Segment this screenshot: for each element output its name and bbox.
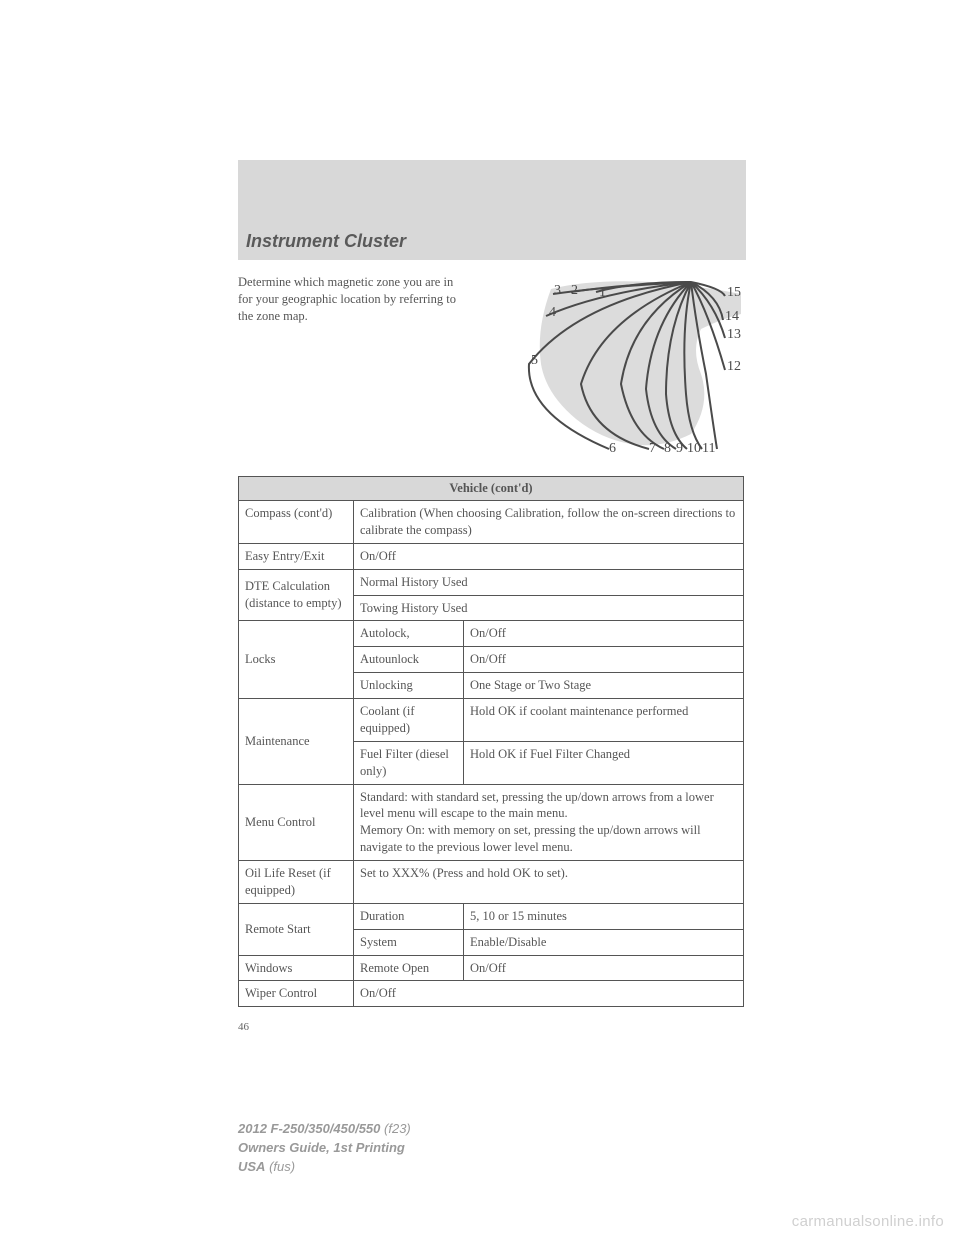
table-cell: Maintenance — [239, 699, 354, 785]
table-row: Easy Entry/ExitOn/Off — [239, 543, 744, 569]
table-cell: Menu Control — [239, 784, 354, 861]
footer-region: USA — [238, 1159, 265, 1174]
table-cell: Coolant (if equipped) — [354, 699, 464, 742]
table-cell: Locks — [239, 621, 354, 699]
doc-footer: 2012 F-250/350/450/550 (f23) Owners Guid… — [238, 1120, 411, 1177]
table-cell: 5, 10 or 15 minutes — [464, 903, 744, 929]
table-header: Vehicle (cont'd) — [239, 477, 744, 501]
table-cell: One Stage or Two Stage — [464, 673, 744, 699]
table-cell: On/Off — [464, 647, 744, 673]
footer-line-1: 2012 F-250/350/450/550 (f23) — [238, 1120, 411, 1139]
table-cell: Hold OK if Fuel Filter Changed — [464, 741, 744, 784]
table-cell: Compass (cont'd) — [239, 501, 354, 544]
zone-label: 13 — [727, 327, 741, 342]
zone-label: 4 — [549, 305, 556, 320]
intro-paragraph: Determine which magnetic zone you are in… — [238, 274, 468, 464]
footer-line-3: USA (fus) — [238, 1158, 411, 1177]
zone-label: 14 — [725, 309, 739, 324]
table-cell: Enable/Disable — [464, 929, 744, 955]
intro-row: Determine which magnetic zone you are in… — [238, 274, 746, 464]
table-row: DTE Calculation (distance to empty)Norma… — [239, 569, 744, 595]
footer-code2: (fus) — [269, 1159, 295, 1174]
table-cell: Windows — [239, 955, 354, 981]
zone-label: 3 — [554, 283, 561, 298]
table-cell: Autounlock — [354, 647, 464, 673]
table-row: Oil Life Reset (if equipped)Set to XXX% … — [239, 861, 744, 904]
zone-label: 8 — [664, 441, 671, 456]
zone-label: 11 — [702, 441, 715, 456]
table-row: Compass (cont'd)Calibration (When choosi… — [239, 501, 744, 544]
zone-label: 15 — [727, 285, 741, 300]
table-row: LocksAutolock,On/Off — [239, 621, 744, 647]
zone-label: 2 — [571, 283, 578, 298]
table-cell: On/Off — [464, 955, 744, 981]
table-row: Wiper ControlOn/Off — [239, 981, 744, 1007]
settings-table-wrap: Vehicle (cont'd) Compass (cont'd)Calibra… — [238, 476, 746, 1007]
zone-map-wrap: 123456789101112131415 — [478, 274, 746, 464]
table-cell: Remote Start — [239, 903, 354, 955]
footer-line-2: Owners Guide, 1st Printing — [238, 1139, 411, 1158]
table-cell: Normal History Used — [354, 569, 744, 595]
table-cell: Autolock, — [354, 621, 464, 647]
zone-label: 5 — [531, 353, 538, 368]
table-cell: Easy Entry/Exit — [239, 543, 354, 569]
table-row: Menu ControlStandard: with standard set,… — [239, 784, 744, 861]
zone-label: 1 — [599, 285, 606, 300]
table-cell: Remote Open — [354, 955, 464, 981]
table-cell: Duration — [354, 903, 464, 929]
footer-model: 2012 F-250/350/450/550 — [238, 1121, 380, 1136]
table-row: Remote StartDuration5, 10 or 15 minutes — [239, 903, 744, 929]
table-cell: Standard: with standard set, pressing th… — [354, 784, 744, 861]
table-cell: Fuel Filter (diesel only) — [354, 741, 464, 784]
page-content: Instrument Cluster Determine which magne… — [238, 160, 746, 1033]
zone-label: 12 — [727, 359, 741, 374]
section-header-bar: Instrument Cluster — [238, 160, 746, 260]
zone-label: 9 — [676, 441, 683, 456]
table-row: WindowsRemote OpenOn/Off — [239, 955, 744, 981]
watermark-text: carmanualsonline.info — [792, 1213, 944, 1230]
table-cell: DTE Calculation (distance to empty) — [239, 569, 354, 621]
table-cell: On/Off — [354, 981, 744, 1007]
zone-label: 6 — [609, 441, 616, 456]
vehicle-settings-table: Vehicle (cont'd) Compass (cont'd)Calibra… — [238, 476, 744, 1007]
footer-code1: (f23) — [384, 1121, 411, 1136]
compass-zone-map-icon: 123456789101112131415 — [491, 274, 746, 464]
table-cell: System — [354, 929, 464, 955]
table-cell: Towing History Used — [354, 595, 744, 621]
table-cell: Hold OK if coolant maintenance performed — [464, 699, 744, 742]
table-cell: Oil Life Reset (if equipped) — [239, 861, 354, 904]
table-cell: Wiper Control — [239, 981, 354, 1007]
page-number: 46 — [238, 1021, 746, 1033]
zone-label: 10 — [687, 441, 701, 456]
zone-label: 7 — [649, 441, 656, 456]
table-cell: Unlocking — [354, 673, 464, 699]
table-cell: Calibration (When choosing Calibration, … — [354, 501, 744, 544]
table-cell: On/Off — [464, 621, 744, 647]
table-row: MaintenanceCoolant (if equipped)Hold OK … — [239, 699, 744, 742]
section-title: Instrument Cluster — [246, 231, 406, 252]
table-cell: Set to XXX% (Press and hold OK to set). — [354, 861, 744, 904]
table-cell: On/Off — [354, 543, 744, 569]
table-body: Compass (cont'd)Calibration (When choosi… — [239, 501, 744, 1007]
